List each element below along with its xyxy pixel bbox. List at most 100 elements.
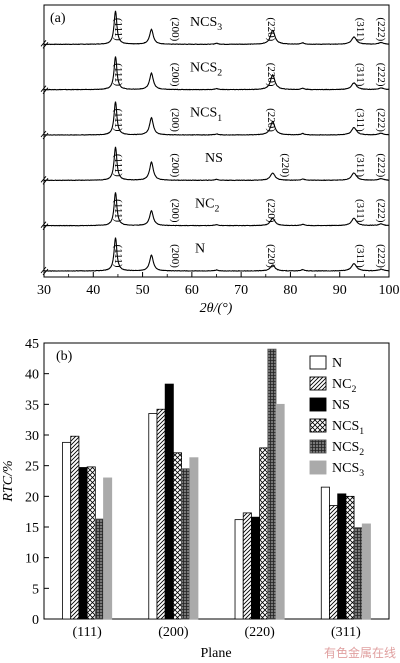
x-category-label: (220) <box>244 625 275 640</box>
peak-label: (220) <box>265 63 277 87</box>
legend-swatch <box>309 397 327 412</box>
series-name: NCS <box>332 440 359 455</box>
y-tick-label: 5 <box>32 582 39 597</box>
bar <box>337 493 347 620</box>
x-category-label: (200) <box>158 625 189 640</box>
y-tick-label: 45 <box>25 337 39 352</box>
peak-label: (311) <box>354 18 366 42</box>
y-axis-ticks: 0 5 10 15 20 25 30 35 40 45 <box>25 337 49 628</box>
x-tick-label: 50 <box>136 283 150 298</box>
legend-item: NCS2 <box>309 439 364 458</box>
xrd-line <box>43 146 390 182</box>
y-tick-label: 30 <box>25 429 39 444</box>
peak-label: (200) <box>169 153 181 177</box>
x-category-label: (111) <box>72 625 102 640</box>
peak-label: (311) <box>354 244 366 268</box>
x-tick-label: 60 <box>185 283 199 298</box>
xrd-line <box>43 237 390 272</box>
legend-item: N <box>309 355 342 371</box>
series-label: N <box>332 356 342 371</box>
series-subscript: 2 <box>351 384 356 395</box>
bar <box>181 468 191 620</box>
bar-series <box>62 348 371 620</box>
xrd-trace: (111) (200) (220) (311) (222) NC2 <box>40 192 389 230</box>
legend-item: NCS1 <box>309 418 364 437</box>
x-tick-label: 70 <box>234 283 248 298</box>
x-axis-label-plane: Plane <box>200 646 231 661</box>
peak-label: (220) <box>265 244 277 268</box>
bar <box>345 495 355 620</box>
xrd-line <box>44 10 390 46</box>
series-label: NS <box>205 151 223 166</box>
bar <box>62 441 72 620</box>
axis-break-mark <box>40 85 49 94</box>
series-label: NCS1 <box>190 106 222 124</box>
peak-label: (311) <box>354 154 366 178</box>
peak-label: (220) <box>265 199 277 223</box>
xrd-line <box>43 101 390 136</box>
series-label: NS <box>332 398 350 413</box>
x-axis-label: 2θ/(°) <box>200 301 233 316</box>
peak-label: (200) <box>169 17 181 41</box>
panel-a-frame <box>43 4 390 278</box>
bar <box>164 383 174 620</box>
peak-label: (222) <box>375 153 387 177</box>
axis-break-mark <box>40 221 49 230</box>
bar <box>267 348 277 620</box>
peak-label: (222) <box>375 17 387 41</box>
series-label: NCS2 <box>332 440 364 458</box>
series-name: NC <box>332 377 351 392</box>
x-tick-label: 80 <box>283 283 297 298</box>
peak-label: (222) <box>375 199 387 223</box>
bar <box>275 403 285 620</box>
series-subscript: 3 <box>217 22 222 33</box>
peak-label: (111) <box>112 108 124 131</box>
peak-label: (111) <box>112 244 124 267</box>
legend-item: NC2 <box>309 376 356 395</box>
x-tick-label: 30 <box>37 283 51 298</box>
peak-label: (222) <box>375 108 387 132</box>
y-tick-label: 10 <box>25 552 39 567</box>
peak-label: (222) <box>375 63 387 87</box>
y-axis-label: RTC/% <box>1 460 16 502</box>
xrd-panel: (a) (111) (200) (220) (311) (222)NCS3(111) (2… <box>37 4 400 316</box>
bar <box>103 477 113 620</box>
peak-label: (200) <box>169 108 181 132</box>
peak-label: (111) <box>112 199 124 222</box>
panel-b-frame <box>43 342 390 620</box>
bar <box>172 452 182 620</box>
xrd-traces: (111) (200) (220) (311) (222)NCS3(111) (200)(… <box>40 10 390 276</box>
xrd-trace: (111) (200) (220) (311) (222) NCS3 <box>40 10 390 49</box>
x-axis-ticks: 30 40 50 60 70 80 90 100 <box>37 272 400 298</box>
x-tick-label: 90 <box>333 283 347 298</box>
legend-item: NS <box>309 397 350 413</box>
series-label: N <box>195 242 205 257</box>
x-tick-label: 40 <box>86 283 100 298</box>
legend-swatch <box>309 418 327 433</box>
series-label: NCS3 <box>190 15 222 33</box>
peak-label: (111) <box>112 18 124 41</box>
panel-b-label: (b) <box>56 349 73 364</box>
x-tick-label: 100 <box>379 283 400 298</box>
bar <box>251 516 261 620</box>
series-label: NCS1 <box>332 419 364 437</box>
bar <box>189 457 199 620</box>
bar <box>156 408 166 620</box>
series-subscript: 1 <box>359 426 364 437</box>
series-label: NCS2 <box>190 60 222 78</box>
series-name: NCS <box>190 60 217 75</box>
bar <box>361 523 371 620</box>
legend-item: NCS3 <box>309 460 364 479</box>
peak-label: (311) <box>354 199 366 223</box>
series-label: NC2 <box>195 196 219 214</box>
peak-label: (200) <box>169 244 181 268</box>
series-label: NC2 <box>332 377 356 395</box>
panel-a-label: (a) <box>50 11 66 26</box>
xrd-line <box>43 192 389 227</box>
series-name: NS <box>205 151 223 166</box>
series-subscript: 1 <box>217 113 222 124</box>
legend-swatch <box>309 439 327 454</box>
series-name: N <box>195 242 205 257</box>
bar <box>78 467 88 620</box>
rtc-bar-panel: (b) 0 5 10 15 20 25 30 35 40 45 (111) (200) (220) (3… <box>1 337 390 661</box>
